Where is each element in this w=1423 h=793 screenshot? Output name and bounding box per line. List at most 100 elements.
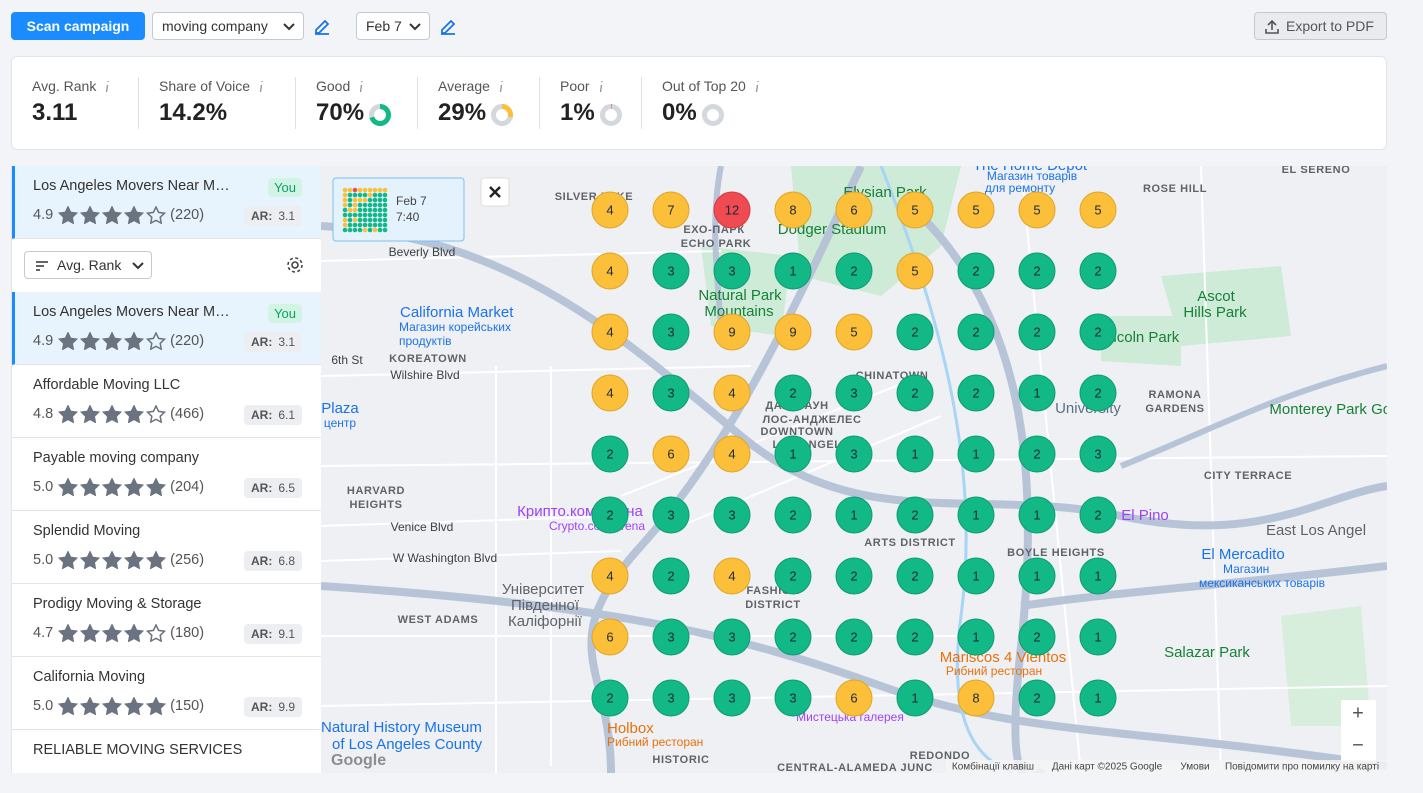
rank-pin[interactable] [591, 557, 629, 595]
rank-pin[interactable] [652, 435, 690, 473]
rank-pin[interactable] [835, 252, 873, 290]
zoom-in[interactable]: + [1352, 702, 1364, 724]
business-item[interactable]: RELIABLE MOVING SERVICES [12, 730, 321, 773]
rank-pin[interactable] [1079, 435, 1117, 473]
rank-pin[interactable] [1079, 557, 1117, 595]
footer-link[interactable]: Умови [1180, 762, 1209, 773]
rank-pin[interactable] [896, 191, 934, 229]
rank-pin[interactable] [1018, 435, 1056, 473]
rank-pin[interactable] [1018, 252, 1056, 290]
rank-pin[interactable] [774, 679, 812, 717]
business-item[interactable]: Los Angeles Movers Near M… You 4.9 (220) AR:… [12, 166, 321, 239]
zoom-out[interactable]: − [1352, 734, 1364, 756]
rank-pin[interactable] [1079, 618, 1117, 656]
edit-icon[interactable] [313, 17, 331, 35]
rank-pin[interactable] [774, 496, 812, 534]
rank-pin[interactable] [835, 313, 873, 351]
rank-pin[interactable] [957, 313, 995, 351]
rank-pin[interactable] [835, 191, 873, 229]
business-item[interactable]: Payable moving company 5.0 (204) AR: 6.5 [12, 438, 321, 511]
rank-pin[interactable] [652, 557, 690, 595]
settings-icon[interactable] [286, 256, 304, 274]
rank-pin[interactable] [896, 557, 934, 595]
rank-pin[interactable] [591, 313, 629, 351]
rank-pin[interactable] [652, 618, 690, 656]
rank-pin[interactable] [835, 435, 873, 473]
rank-pin[interactable] [896, 313, 934, 351]
rank-pin[interactable] [591, 374, 629, 412]
rank-pin[interactable] [713, 374, 751, 412]
rank-pin[interactable] [1018, 374, 1056, 412]
export-button[interactable]: Export to PDF [1254, 12, 1387, 40]
business-item[interactable]: Affordable Moving LLC 4.8 (466) AR: 6.1 [12, 365, 321, 438]
rank-pin[interactable] [713, 435, 751, 473]
rank-pin[interactable] [957, 618, 995, 656]
rank-pin[interactable] [713, 496, 751, 534]
rank-pin[interactable] [896, 679, 934, 717]
rank-pin[interactable] [652, 313, 690, 351]
rank-pin[interactable] [774, 252, 812, 290]
rank-pin[interactable] [591, 618, 629, 656]
rank-pin[interactable] [957, 557, 995, 595]
footer-link[interactable]: Повідомити про помилку на карті [1225, 762, 1379, 773]
rank-pin[interactable] [591, 252, 629, 290]
rank-pin[interactable] [1018, 557, 1056, 595]
rank-pin[interactable] [713, 557, 751, 595]
rank-pin[interactable] [896, 374, 934, 412]
rank-pin[interactable] [835, 496, 873, 534]
rank-pin[interactable] [774, 374, 812, 412]
rank-pin[interactable] [652, 191, 690, 229]
rank-pin[interactable] [713, 252, 751, 290]
rank-pin[interactable] [957, 435, 995, 473]
rank-pin[interactable] [957, 191, 995, 229]
rank-pin[interactable] [896, 496, 934, 534]
date-dropdown[interactable]: Feb 7 [356, 12, 430, 40]
rank-pin[interactable] [1018, 496, 1056, 534]
sort-dropdown[interactable]: Avg. Rank [24, 251, 152, 279]
rank-pin[interactable] [1018, 679, 1056, 717]
business-item[interactable]: California Moving 5.0 (150) AR: 9.9 [12, 657, 321, 730]
rank-pin[interactable] [1079, 679, 1117, 717]
rank-pin[interactable] [652, 496, 690, 534]
business-item[interactable]: Prodigy Moving & Storage 4.7 (180) AR: 9.1 [12, 584, 321, 657]
rank-pin[interactable] [896, 618, 934, 656]
edit-icon[interactable] [439, 17, 457, 35]
rank-pin[interactable] [1079, 374, 1117, 412]
rank-pin[interactable] [591, 679, 629, 717]
rank-pin[interactable] [774, 618, 812, 656]
keyword-dropdown[interactable]: moving company [152, 12, 304, 40]
rank-pin[interactable] [1079, 313, 1117, 351]
rank-pin[interactable] [1018, 313, 1056, 351]
rank-pin[interactable] [774, 313, 812, 351]
rank-pin[interactable] [957, 679, 995, 717]
business-item[interactable]: Splendid Moving 5.0 (256) AR: 6.8 [12, 511, 321, 584]
rank-pin[interactable] [591, 191, 629, 229]
rank-pin[interactable] [774, 435, 812, 473]
rank-pin[interactable] [774, 191, 812, 229]
rank-pin[interactable] [835, 374, 873, 412]
rank-pin[interactable] [896, 252, 934, 290]
rank-pin[interactable] [835, 557, 873, 595]
rank-pin[interactable] [652, 679, 690, 717]
rank-pin[interactable] [713, 313, 751, 351]
rank-pin[interactable] [591, 435, 629, 473]
rank-pin[interactable] [652, 252, 690, 290]
rank-pin[interactable] [652, 374, 690, 412]
rank-pin[interactable] [774, 557, 812, 595]
rank-pin[interactable] [713, 679, 751, 717]
scan-campaign-button[interactable]: Scan campaign [11, 12, 145, 40]
rank-pin[interactable] [1079, 191, 1117, 229]
rank-pin[interactable] [591, 496, 629, 534]
rank-pin[interactable] [1018, 618, 1056, 656]
footer-link[interactable]: Дані карт ©2025 Google [1052, 762, 1163, 773]
rank-pin[interactable] [713, 618, 751, 656]
rank-pin[interactable] [835, 679, 873, 717]
footer-link[interactable]: Комбінації клавіш [952, 761, 1034, 773]
rank-pin[interactable] [1018, 191, 1056, 229]
rank-pin[interactable] [957, 374, 995, 412]
rank-pin[interactable] [1079, 496, 1117, 534]
rank-pin[interactable] [1079, 252, 1117, 290]
rank-pin[interactable] [957, 252, 995, 290]
rank-pin[interactable] [957, 496, 995, 534]
rank-pin[interactable] [896, 435, 934, 473]
